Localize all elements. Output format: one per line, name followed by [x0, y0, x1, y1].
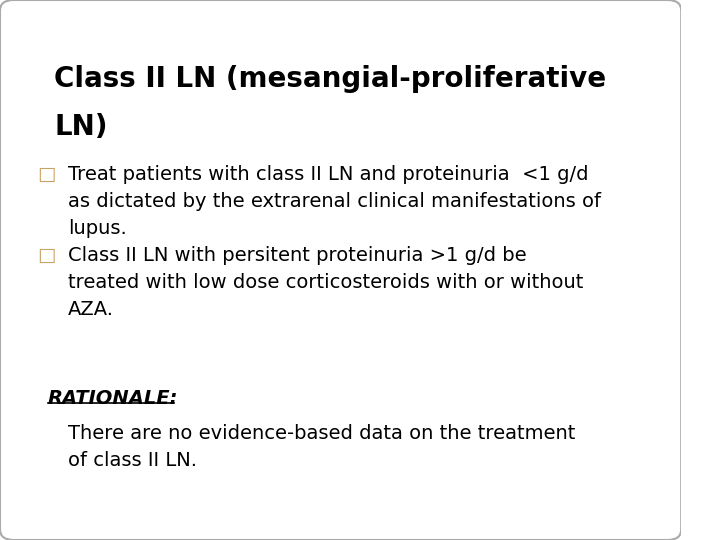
- Text: □: □: [37, 165, 56, 184]
- Text: LN): LN): [55, 113, 108, 141]
- Text: lupus.: lupus.: [68, 219, 127, 238]
- Text: Treat patients with class II LN and proteinuria  <1 g/d: Treat patients with class II LN and prot…: [68, 165, 589, 184]
- Text: as dictated by the extrarenal clinical manifestations of: as dictated by the extrarenal clinical m…: [68, 192, 601, 211]
- FancyBboxPatch shape: [0, 0, 681, 540]
- Text: □: □: [37, 246, 56, 265]
- Text: RATIONALE:: RATIONALE:: [48, 389, 178, 408]
- Text: of class II LN.: of class II LN.: [68, 451, 197, 470]
- Text: AZA.: AZA.: [68, 300, 114, 319]
- Text: There are no evidence-based data on the treatment: There are no evidence-based data on the …: [68, 424, 575, 443]
- Text: Class II LN with persitent proteinuria >1 g/d be: Class II LN with persitent proteinuria >…: [68, 246, 527, 265]
- Text: Class II LN (mesangial-proliferative: Class II LN (mesangial-proliferative: [55, 65, 607, 93]
- Text: treated with low dose corticosteroids with or without: treated with low dose corticosteroids wi…: [68, 273, 583, 292]
